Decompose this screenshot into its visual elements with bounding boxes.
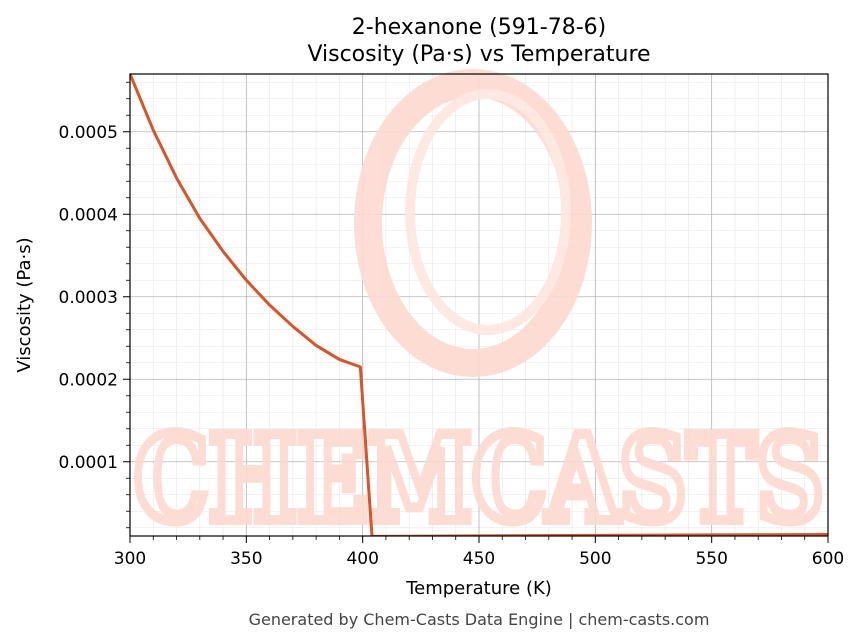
y-tick-label: 0.0002 [59, 370, 118, 390]
x-tick-label: 400 [346, 549, 378, 569]
footer-credit: Generated by Chem-Casts Data Engine | ch… [249, 610, 710, 629]
x-tick-label: 350 [230, 549, 262, 569]
y-tick-label: 0.0004 [59, 205, 118, 225]
x-tick-label: 500 [579, 549, 611, 569]
y-tick-label: 0.0003 [59, 288, 118, 308]
x-axis-label: Temperature (K) [405, 578, 552, 599]
x-tick-label: 450 [463, 549, 495, 569]
y-axis-label: Viscosity (Pa·s) [14, 237, 35, 372]
watermark-text: CHEMCASTS [134, 409, 824, 548]
y-tick-label: 0.0001 [59, 453, 118, 473]
y-tick-label: 0.0005 [59, 123, 118, 143]
x-tick-label: 550 [695, 549, 727, 569]
x-tick-label: 600 [812, 549, 844, 569]
x-tick-label: 300 [114, 549, 146, 569]
chart-subtitle: Viscosity (Pa·s) vs Temperature [307, 42, 650, 67]
chart-title: 2-hexanone (591-78-6) [352, 15, 606, 40]
x-axis: 300 350 400 450 500 550 600 [114, 536, 844, 569]
major-grid [130, 74, 828, 536]
y-axis: 0.0001 0.0002 0.0003 0.0004 0.0005 [59, 81, 130, 529]
watermark-ring-icon [354, 69, 592, 377]
chemcasts-watermark: CHEMCASTS [129, 69, 829, 553]
